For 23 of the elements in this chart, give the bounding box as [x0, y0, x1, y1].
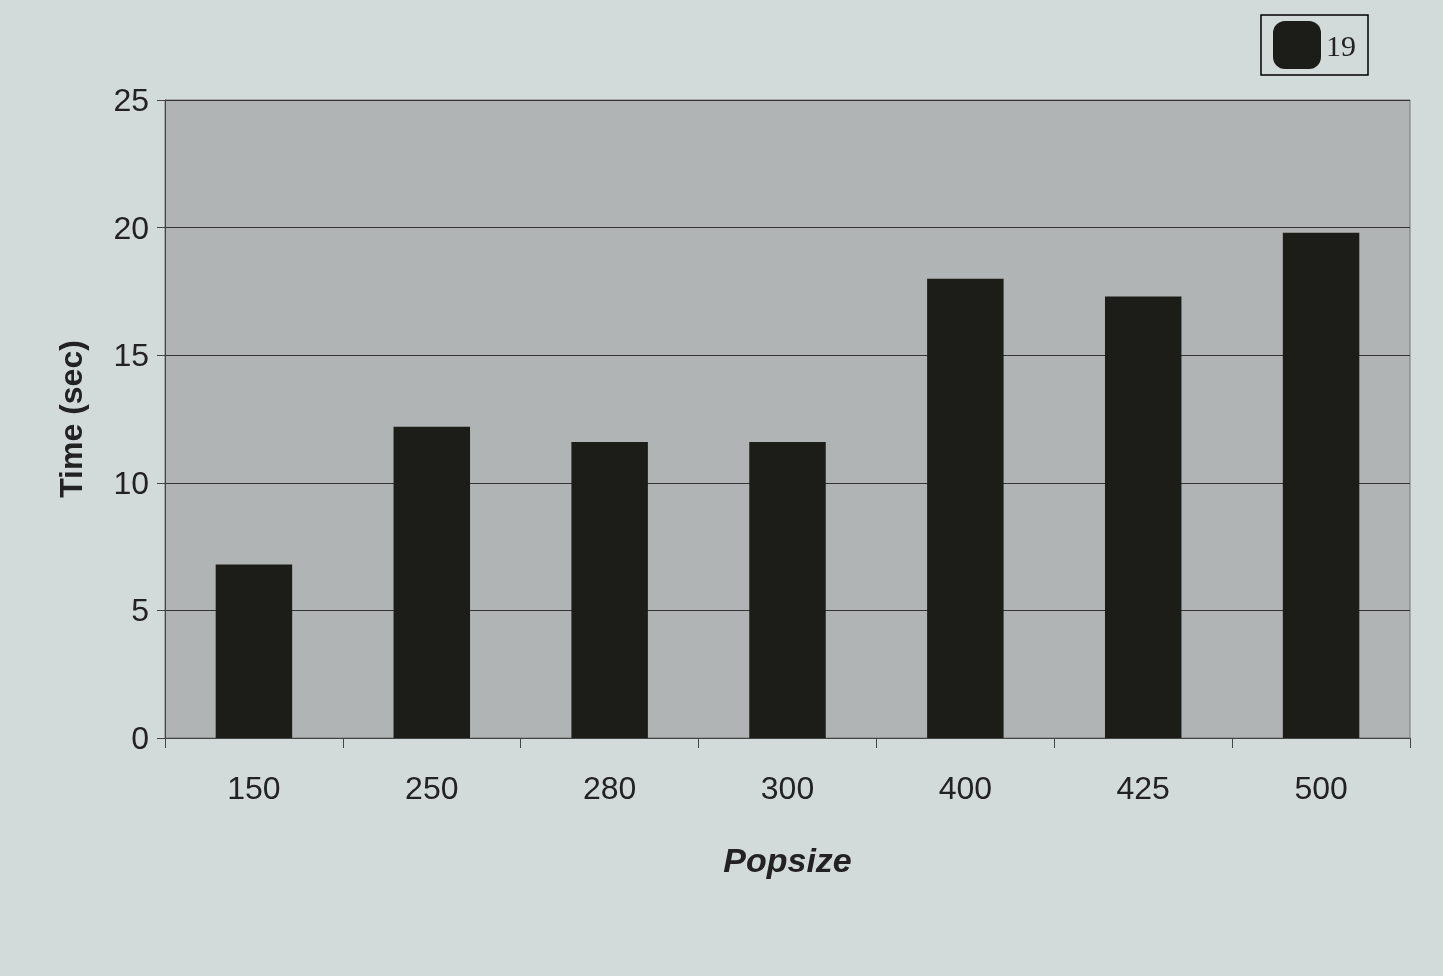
x-tick-label: 150 — [227, 770, 281, 806]
x-tick-label: 400 — [938, 770, 993, 806]
bar — [393, 426, 471, 738]
y-tick-label: 5 — [131, 592, 149, 629]
y-tick-label: 10 — [113, 464, 149, 501]
bar — [927, 278, 1004, 738]
y-tick-label: 0 — [131, 720, 149, 756]
bar — [749, 441, 826, 738]
bar — [1104, 296, 1182, 738]
bar — [215, 564, 293, 738]
x-tick-label: 300 — [760, 770, 815, 806]
x-tick-label: 500 — [1294, 770, 1348, 806]
x-axis-title: Popsize — [723, 841, 852, 879]
x-tick-label: 250 — [405, 770, 459, 806]
y-tick-label: 25 — [113, 82, 149, 118]
legend-label: 19 — [1326, 28, 1356, 62]
bar — [571, 441, 648, 738]
y-axis-title: Time (sec) — [53, 340, 89, 498]
bar — [1282, 232, 1360, 738]
x-tick-label: 280 — [582, 770, 637, 806]
y-tick-label: 20 — [113, 209, 149, 246]
y-tick-label: 15 — [113, 337, 149, 374]
x-tick-label: 425 — [1116, 770, 1170, 806]
